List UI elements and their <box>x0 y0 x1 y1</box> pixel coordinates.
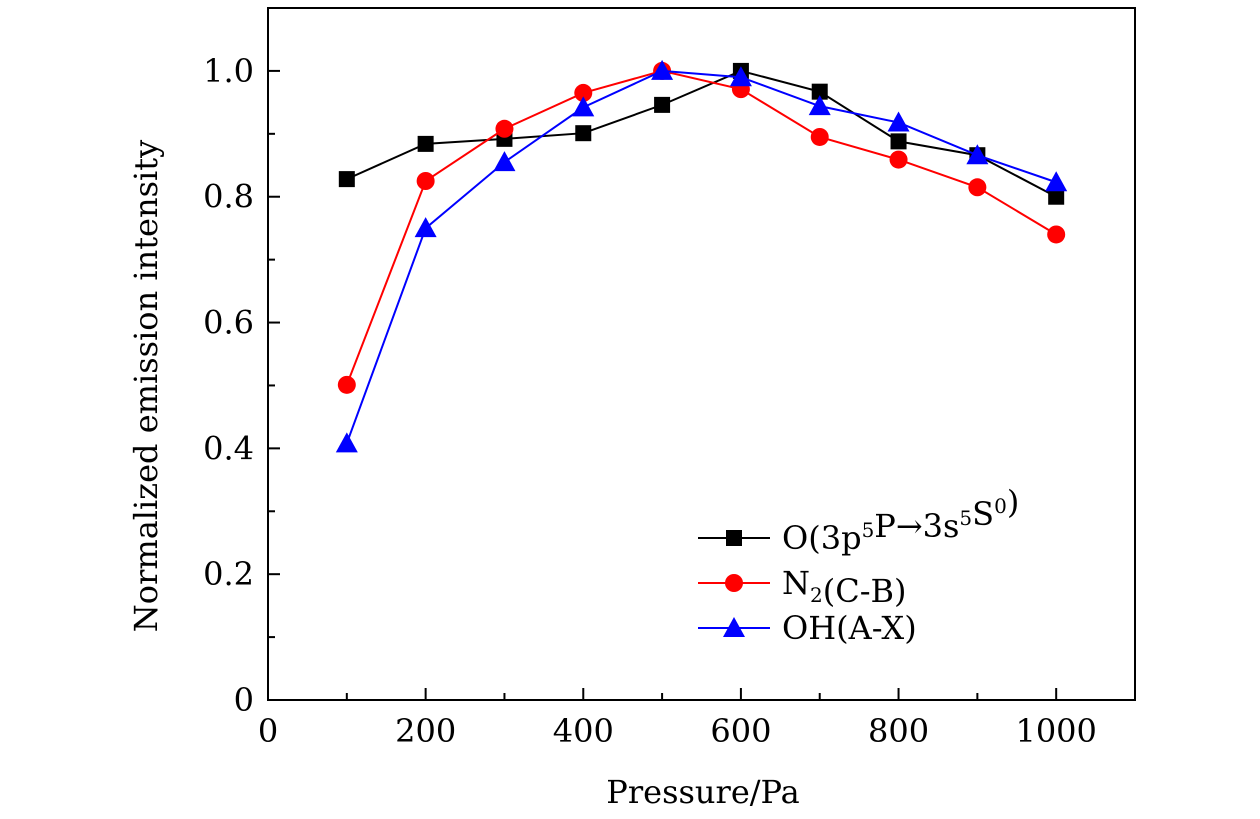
legend-marker <box>725 574 743 592</box>
data-point <box>651 59 674 80</box>
data-point <box>337 375 356 394</box>
y-tick-label: 0.6 <box>203 304 254 342</box>
y-tick-label: 0 <box>234 681 254 719</box>
legend-entry: OH(A-X) <box>698 609 917 647</box>
y-tick-label: 0.2 <box>203 555 254 593</box>
data-point <box>654 96 671 113</box>
data-point <box>968 178 987 197</box>
legend-label: N2(C-B) <box>782 564 907 610</box>
series-1 <box>337 61 1066 394</box>
x-tick-label: 1000 <box>1015 712 1096 750</box>
data-point <box>335 432 358 453</box>
legend-entry: O(3p5P→3s5S0) <box>698 483 1019 557</box>
y-tick-label: 0.4 <box>203 429 254 467</box>
data-point <box>414 217 437 238</box>
series-layer <box>335 59 1068 453</box>
data-point <box>889 150 908 169</box>
data-point <box>1047 225 1066 244</box>
data-point <box>808 95 831 116</box>
y-tick-label: 0.8 <box>203 178 254 216</box>
data-point <box>416 172 435 190</box>
data-point <box>575 125 592 142</box>
axes: 0 200 400 600 800 1000 0 0.2 0.4 0.6 0.8 1.0 <box>203 7 1136 750</box>
data-point <box>729 66 752 87</box>
series-line <box>346 69 1057 198</box>
data-point <box>574 83 593 102</box>
legend-marker <box>723 617 745 637</box>
data-point <box>1048 188 1065 205</box>
data-point <box>890 133 907 150</box>
y-tick-label: 1.0 <box>203 52 254 90</box>
x-tick-label: 200 <box>395 712 456 750</box>
legend-marker <box>726 530 742 546</box>
x-tick-label: 400 <box>553 712 614 750</box>
legend: O(3p5P→3s5S0) N2(C-B)OH(A-X) <box>698 483 1019 647</box>
data-point <box>810 127 829 146</box>
legend-entry: N2(C-B) <box>698 564 907 610</box>
plot-frame <box>267 7 1136 701</box>
data-point <box>1045 171 1068 192</box>
series-2 <box>335 59 1068 453</box>
data-point <box>572 96 595 117</box>
data-point <box>493 151 516 172</box>
x-tick-label: 600 <box>710 712 771 750</box>
data-point <box>811 83 828 100</box>
x-axis-title: Pressure/Pa <box>606 773 799 811</box>
legend-label: OH(A-X) <box>782 609 917 647</box>
x-tick-label: 0 <box>258 712 278 750</box>
data-point <box>887 111 910 132</box>
x-tick-label: 800 <box>868 712 929 750</box>
series-0 <box>338 62 1065 205</box>
y-axis-title: Normalized emission intensity <box>127 140 165 632</box>
series-line <box>345 69 1057 444</box>
series-line <box>345 69 1057 386</box>
data-point <box>495 119 514 138</box>
legend-label: O(3p5P→3s5S0) <box>782 483 1019 557</box>
data-point <box>338 171 355 188</box>
data-point <box>417 135 434 152</box>
data-point <box>966 144 989 165</box>
